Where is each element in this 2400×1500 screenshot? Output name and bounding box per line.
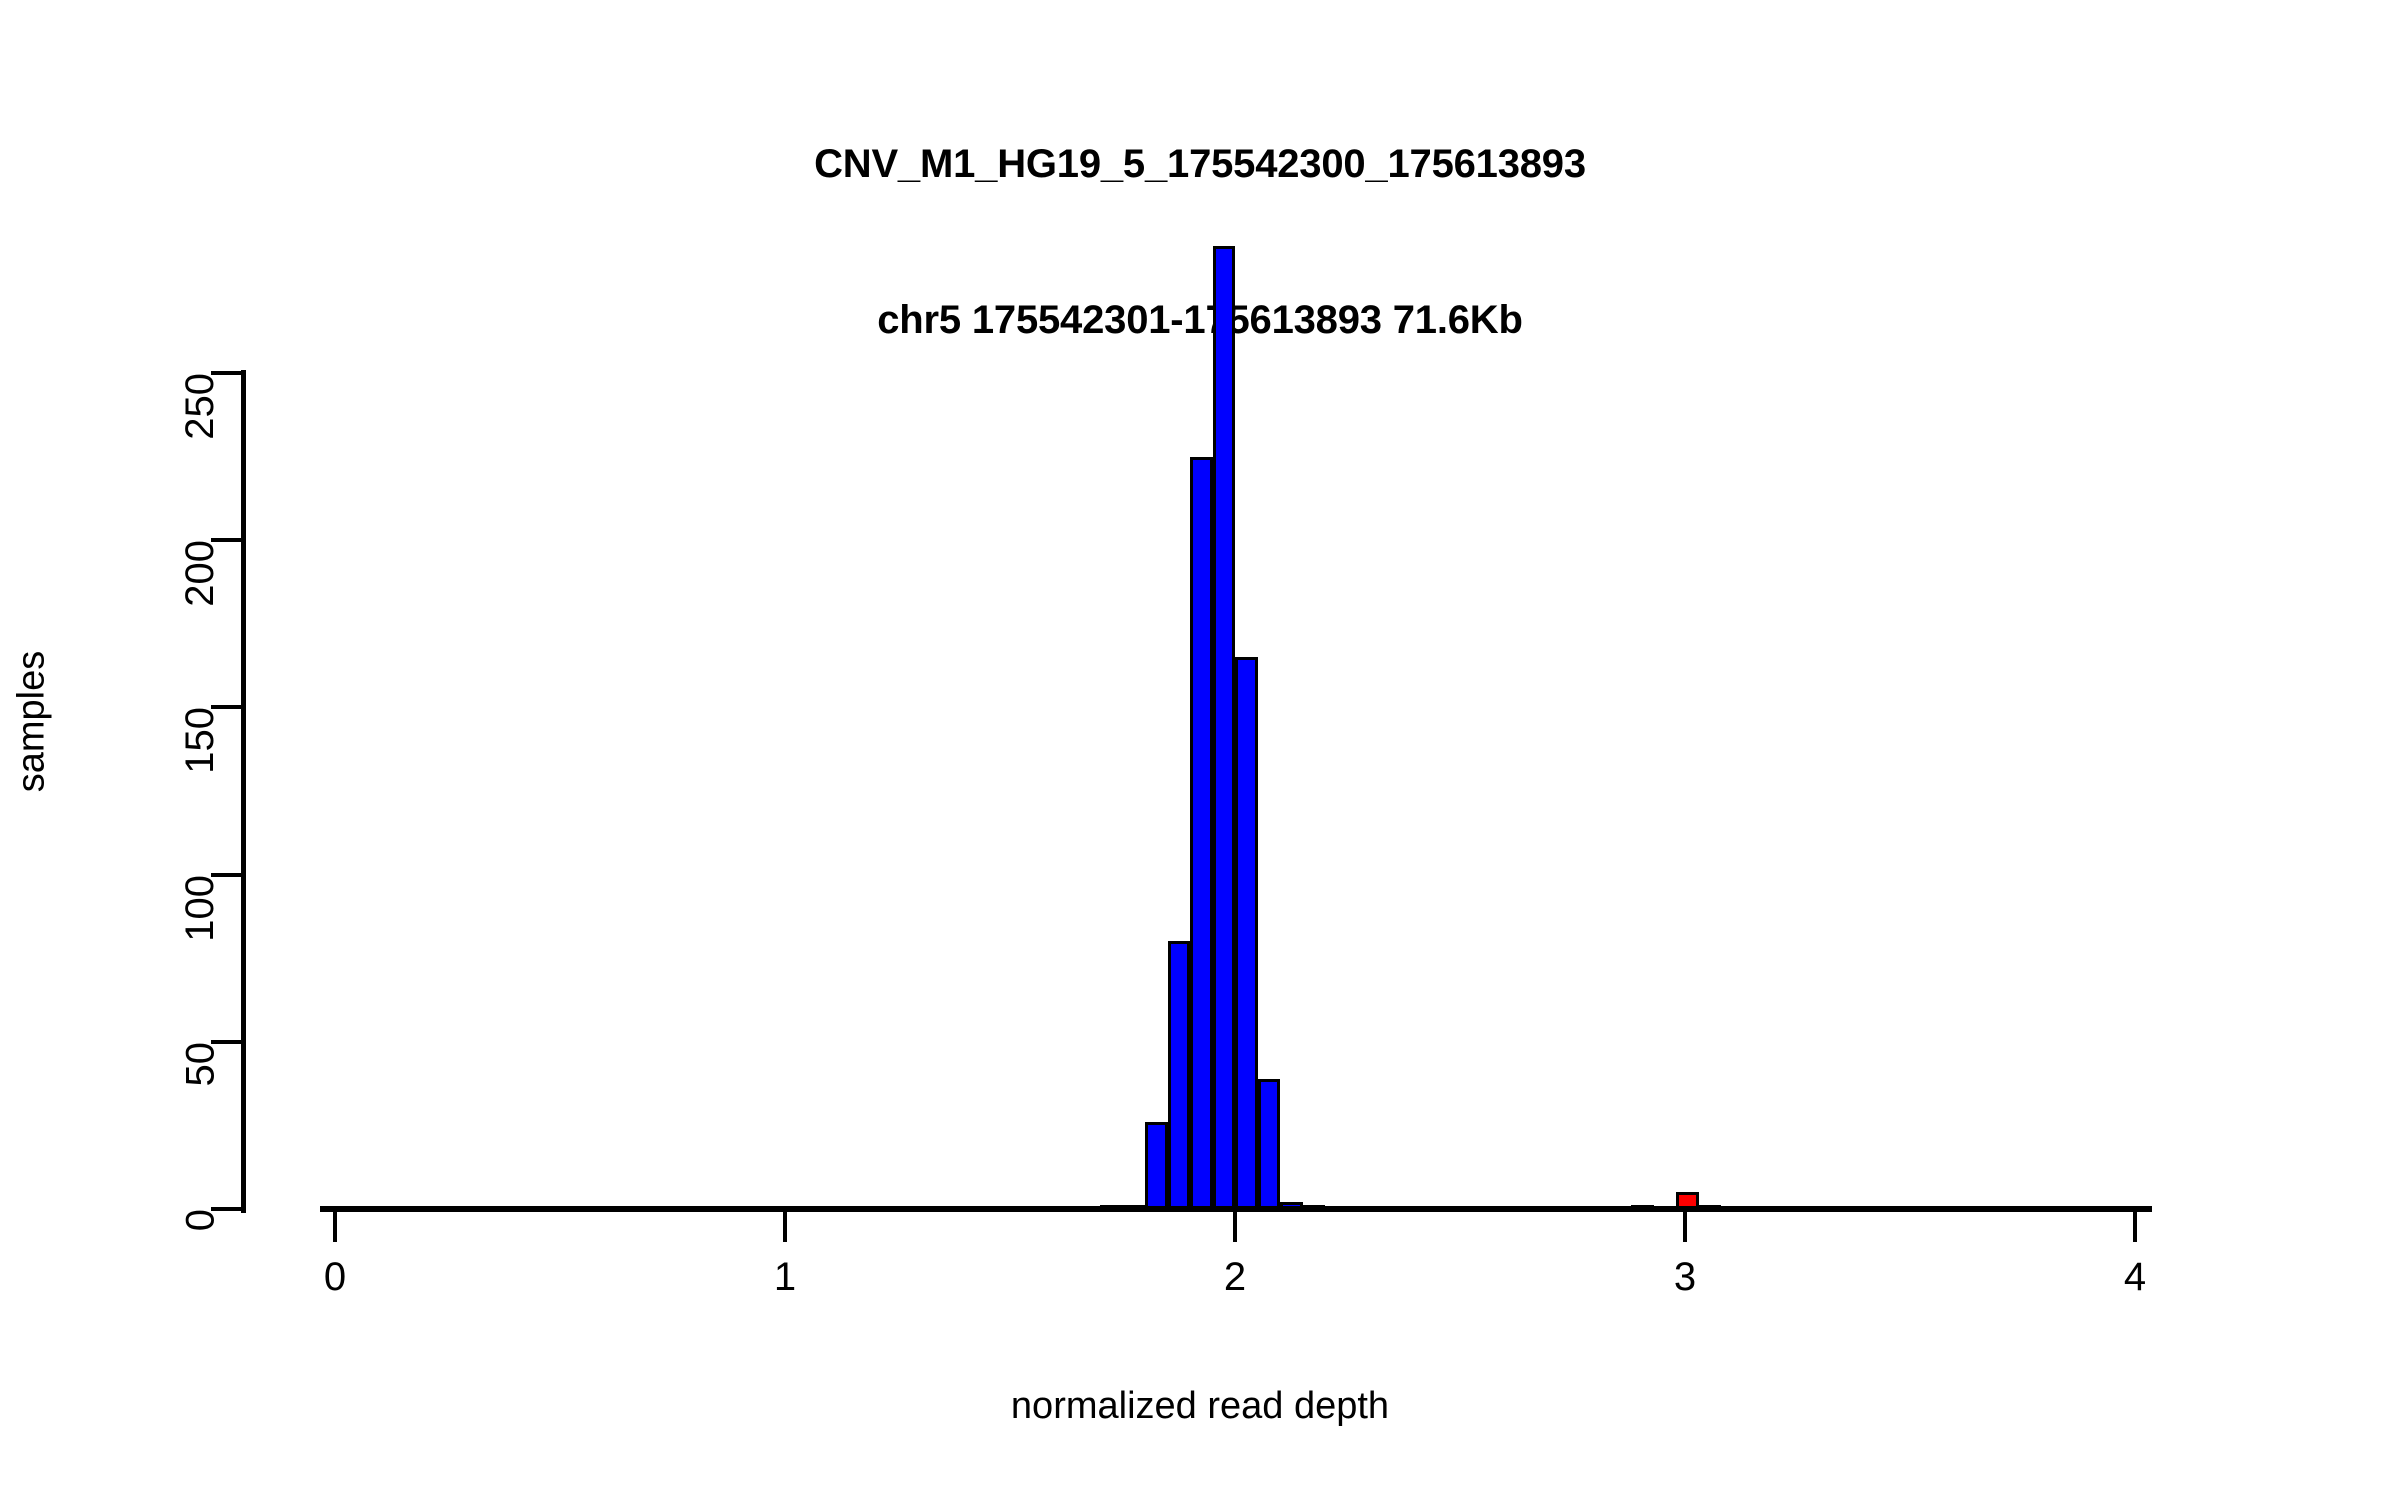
y-tick-label-150: 150 xyxy=(60,685,222,774)
histogram-bar xyxy=(1235,657,1258,1209)
x-tick-label-2: 2 xyxy=(1223,1255,1247,1299)
x-tick-0 xyxy=(333,1212,337,1242)
x-tick-4 xyxy=(2133,1212,2137,1242)
x-tick-3 xyxy=(1683,1212,1687,1242)
y-tick-label-250: 250 xyxy=(60,351,222,440)
y-tick-label-50: 50 xyxy=(60,1020,222,1087)
y-tick-label-text: 250 xyxy=(178,373,222,440)
y-tick-250 xyxy=(211,371,241,375)
histogram-bar xyxy=(1257,1078,1280,1209)
x-tick-2 xyxy=(1233,1212,1237,1242)
y-tick-label-text: 50 xyxy=(178,1041,222,1087)
y-tick-200 xyxy=(211,538,241,543)
chart-title-line-2: chr5 175542301-175613893 71.6Kb xyxy=(877,298,1523,342)
y-tick-label-200: 200 xyxy=(60,518,222,607)
histogram-bar xyxy=(1190,456,1213,1209)
y-tick-label-text: 150 xyxy=(178,707,222,775)
histogram-bar xyxy=(1167,941,1190,1209)
y-axis-title: samples xyxy=(10,650,53,793)
histogram-bar xyxy=(1145,1122,1168,1209)
y-tick-100 xyxy=(211,872,241,877)
histogram-bar xyxy=(1212,245,1235,1209)
x-axis-title: normalized read depth xyxy=(1010,1385,1390,1427)
y-tick-label-100: 100 xyxy=(60,853,222,942)
x-tick-1 xyxy=(783,1212,787,1242)
chart-title: CNV_M1_HG19_5_175542300_175613893 chr5 1… xyxy=(0,34,2400,450)
x-tick-label-1: 1 xyxy=(773,1255,797,1299)
y-axis-line xyxy=(241,370,246,1213)
x-tick-label-4: 4 xyxy=(2123,1255,2147,1299)
y-tick-150 xyxy=(211,705,241,710)
x-tick-label-3: 3 xyxy=(1673,1255,1697,1299)
y-tick-label-text: 100 xyxy=(178,874,222,942)
x-axis-line xyxy=(320,1206,2152,1212)
y-tick-label-0: 0 xyxy=(60,1187,222,1231)
x-tick-label-0: 0 xyxy=(323,1255,347,1299)
y-tick-0 xyxy=(211,1207,241,1211)
y-tick-label-text: 200 xyxy=(178,540,222,607)
y-tick-50 xyxy=(211,1039,241,1044)
y-tick-label-text: 0 xyxy=(178,1209,222,1232)
chart-title-line-1: CNV_M1_HG19_5_175542300_175613893 xyxy=(814,142,1586,186)
